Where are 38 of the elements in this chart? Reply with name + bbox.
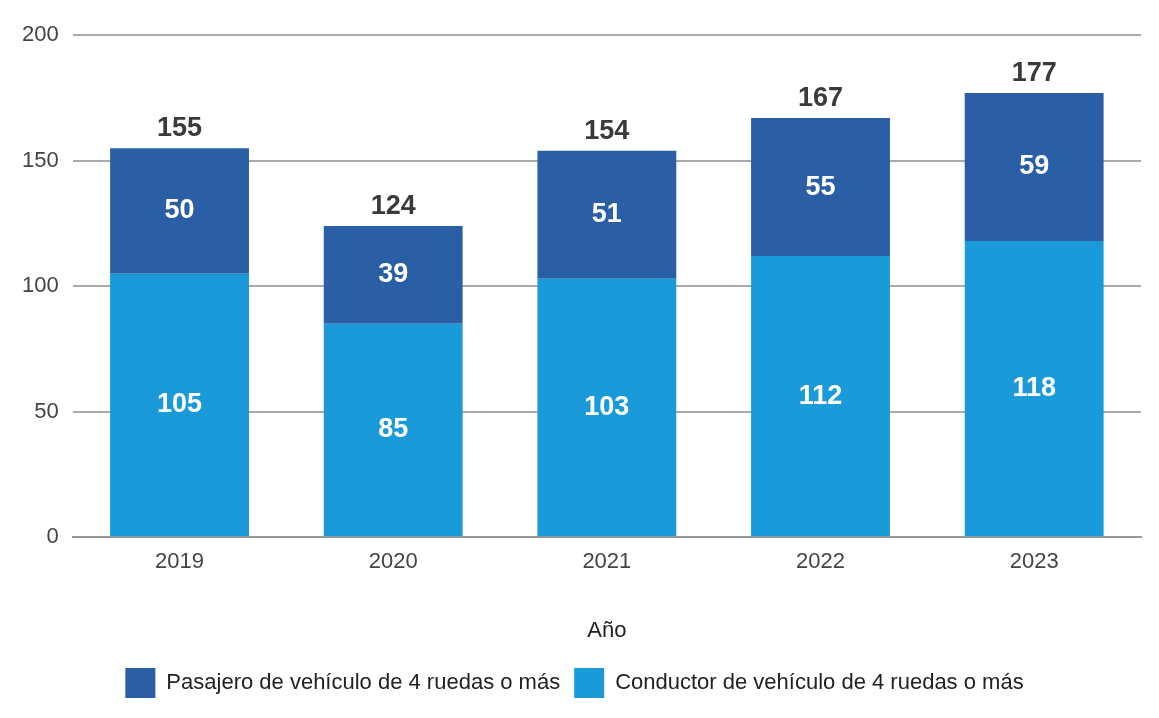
x-tick-label: 2019 xyxy=(155,548,205,574)
bar xyxy=(110,273,249,537)
y-tick-label: 150 xyxy=(21,146,59,172)
x-tick-label: 2021 xyxy=(582,548,632,574)
total-label: 155 xyxy=(157,112,203,143)
bar xyxy=(964,92,1104,242)
data-label: 55 xyxy=(805,170,836,201)
x-tick-label: 2023 xyxy=(1009,548,1059,574)
data-label: 105 xyxy=(157,388,203,419)
bar xyxy=(110,148,249,274)
y-tick-label: 100 xyxy=(21,272,59,298)
data-label: 51 xyxy=(591,198,622,229)
legend-label: Pasajero de vehículo de 4 ruedas o más xyxy=(166,669,561,695)
bar xyxy=(964,241,1104,537)
bar xyxy=(751,256,890,537)
data-label: 59 xyxy=(1019,150,1050,181)
total-label: 177 xyxy=(1011,56,1057,87)
bar xyxy=(537,278,677,537)
data-label: 85 xyxy=(378,413,409,444)
bar xyxy=(537,150,677,279)
x-tick-label: 2020 xyxy=(368,548,418,574)
data-label: 39 xyxy=(378,258,409,289)
data-label: 50 xyxy=(164,194,195,225)
data-label: 118 xyxy=(1012,372,1056,403)
y-tick-label: 0 xyxy=(46,523,59,549)
data-label: 112 xyxy=(798,379,843,410)
bar xyxy=(323,323,463,537)
total-label: 124 xyxy=(370,189,416,220)
legend-label: Conductor de vehículo de 4 ruedas o más xyxy=(615,669,1024,695)
total-label: 154 xyxy=(584,114,630,145)
total-label: 167 xyxy=(797,81,844,112)
data-label: 103 xyxy=(584,390,630,421)
x-tick-label: 2022 xyxy=(796,548,845,574)
bar xyxy=(751,118,890,257)
bar xyxy=(323,225,463,324)
x-axis-title: Año xyxy=(587,616,627,642)
y-tick-label: 50 xyxy=(34,397,59,423)
y-tick-label: 200 xyxy=(21,21,59,47)
